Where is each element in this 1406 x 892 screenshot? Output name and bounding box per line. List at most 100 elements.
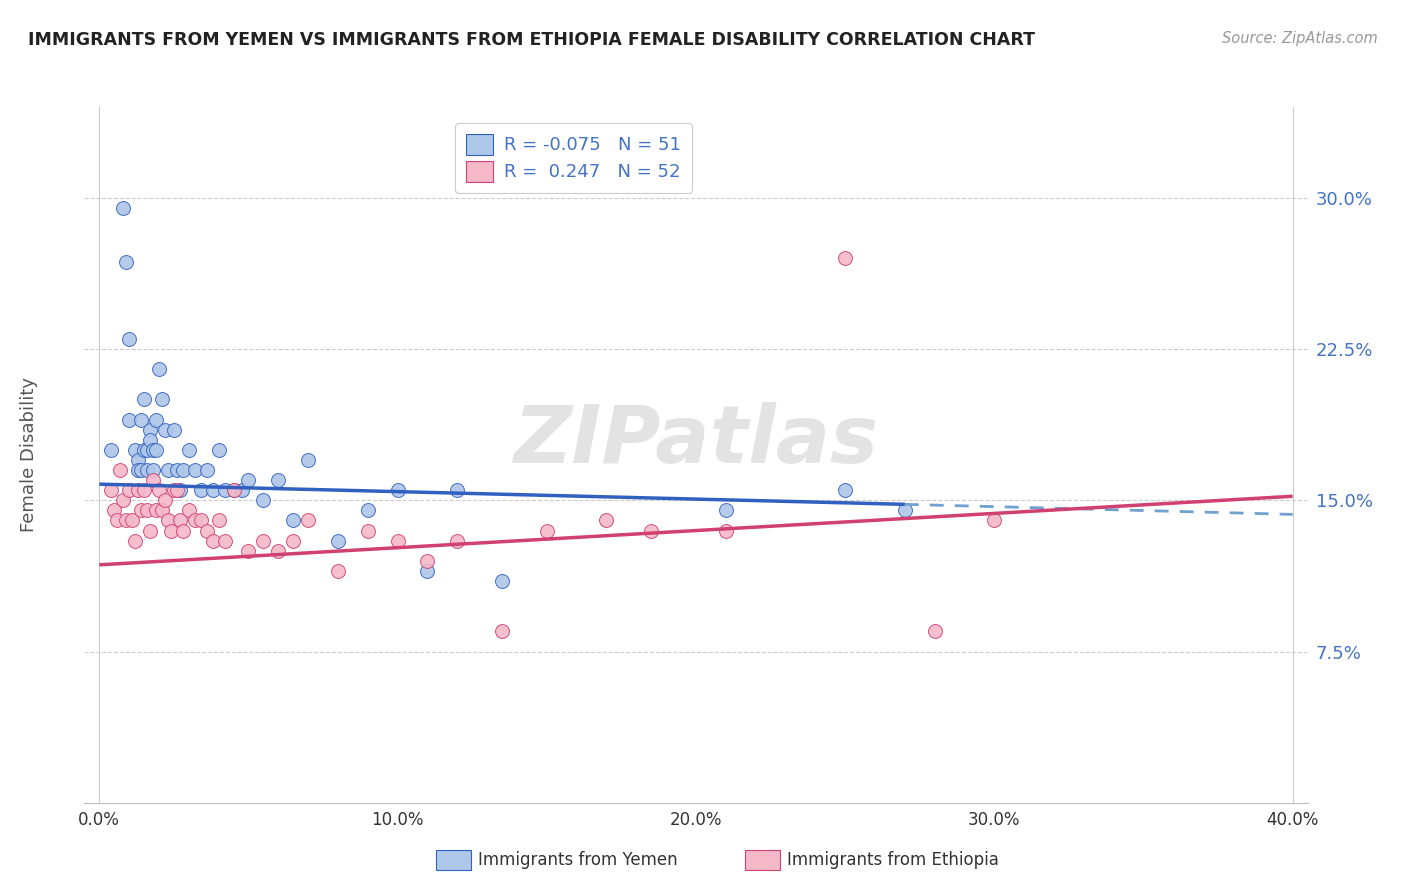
Point bbox=[127, 463, 149, 477]
Point bbox=[222, 483, 245, 498]
Point bbox=[163, 483, 186, 498]
Point bbox=[297, 513, 319, 527]
Point bbox=[446, 483, 468, 498]
Point bbox=[214, 483, 236, 498]
Point bbox=[190, 483, 212, 498]
Point bbox=[491, 624, 513, 639]
Point bbox=[207, 513, 229, 527]
Point bbox=[156, 513, 179, 527]
Point bbox=[145, 503, 167, 517]
Text: Immigrants from Ethiopia: Immigrants from Ethiopia bbox=[787, 851, 1000, 869]
Point bbox=[595, 513, 617, 527]
Legend: R = -0.075   N = 51, R =  0.247   N = 52: R = -0.075 N = 51, R = 0.247 N = 52 bbox=[456, 123, 692, 193]
Point bbox=[129, 503, 152, 517]
Point bbox=[142, 473, 165, 487]
Point bbox=[100, 483, 122, 498]
Point bbox=[326, 564, 349, 578]
Point bbox=[416, 564, 439, 578]
Point bbox=[238, 473, 260, 487]
Point bbox=[145, 412, 167, 426]
Point bbox=[166, 463, 188, 477]
Point bbox=[163, 423, 186, 437]
Point bbox=[714, 524, 737, 538]
Point bbox=[387, 483, 409, 498]
Text: ZIPatlas: ZIPatlas bbox=[513, 402, 879, 480]
Point bbox=[124, 442, 146, 457]
Point bbox=[142, 442, 165, 457]
Point bbox=[166, 483, 188, 498]
Point bbox=[172, 463, 194, 477]
Point bbox=[283, 533, 305, 548]
Point bbox=[834, 252, 856, 266]
Point bbox=[184, 513, 207, 527]
Point bbox=[283, 513, 305, 527]
Point bbox=[238, 543, 260, 558]
Point bbox=[195, 463, 218, 477]
Point bbox=[357, 524, 380, 538]
Point bbox=[491, 574, 513, 588]
Point bbox=[108, 463, 131, 477]
Point bbox=[201, 483, 224, 498]
Point bbox=[156, 463, 179, 477]
Point bbox=[252, 493, 274, 508]
Point bbox=[150, 392, 173, 407]
Text: Immigrants from Yemen: Immigrants from Yemen bbox=[478, 851, 678, 869]
Point bbox=[129, 412, 152, 426]
Point bbox=[127, 483, 149, 498]
Point bbox=[190, 513, 212, 527]
Point bbox=[139, 423, 162, 437]
Point bbox=[127, 453, 149, 467]
Text: IMMIGRANTS FROM YEMEN VS IMMIGRANTS FROM ETHIOPIA FEMALE DISABILITY CORRELATION : IMMIGRANTS FROM YEMEN VS IMMIGRANTS FROM… bbox=[28, 31, 1035, 49]
Point bbox=[924, 624, 946, 639]
Point bbox=[150, 503, 173, 517]
Point bbox=[136, 463, 159, 477]
Point bbox=[142, 463, 165, 477]
Point bbox=[184, 463, 207, 477]
Point bbox=[132, 442, 155, 457]
Point bbox=[172, 524, 194, 538]
Point bbox=[112, 201, 135, 215]
Point bbox=[640, 524, 662, 538]
Point bbox=[121, 513, 143, 527]
Point bbox=[169, 513, 191, 527]
Point bbox=[129, 463, 152, 477]
Point bbox=[124, 533, 146, 548]
Point bbox=[222, 483, 245, 498]
Point bbox=[139, 433, 162, 447]
Point bbox=[207, 442, 229, 457]
Point bbox=[416, 554, 439, 568]
Point bbox=[267, 473, 290, 487]
Point bbox=[115, 513, 138, 527]
Point bbox=[177, 442, 200, 457]
Point bbox=[148, 483, 170, 498]
Point bbox=[201, 533, 224, 548]
Point bbox=[118, 332, 141, 346]
Point bbox=[100, 442, 122, 457]
Point bbox=[132, 392, 155, 407]
Point bbox=[112, 493, 135, 508]
Point bbox=[894, 503, 917, 517]
Point bbox=[983, 513, 1005, 527]
Text: Source: ZipAtlas.com: Source: ZipAtlas.com bbox=[1222, 31, 1378, 46]
Text: Female Disability: Female Disability bbox=[20, 377, 38, 533]
Point bbox=[139, 524, 162, 538]
Point bbox=[326, 533, 349, 548]
Point bbox=[252, 533, 274, 548]
Point bbox=[714, 503, 737, 517]
Point bbox=[231, 483, 253, 498]
Point bbox=[160, 524, 183, 538]
Point bbox=[103, 503, 125, 517]
Point bbox=[136, 442, 159, 457]
Point bbox=[195, 524, 218, 538]
Point bbox=[153, 493, 176, 508]
Point bbox=[357, 503, 380, 517]
Point bbox=[148, 362, 170, 376]
Point bbox=[169, 483, 191, 498]
Point bbox=[267, 543, 290, 558]
Point bbox=[446, 533, 468, 548]
Point bbox=[177, 503, 200, 517]
Point bbox=[118, 412, 141, 426]
Point bbox=[136, 503, 159, 517]
Point bbox=[118, 483, 141, 498]
Point bbox=[214, 533, 236, 548]
